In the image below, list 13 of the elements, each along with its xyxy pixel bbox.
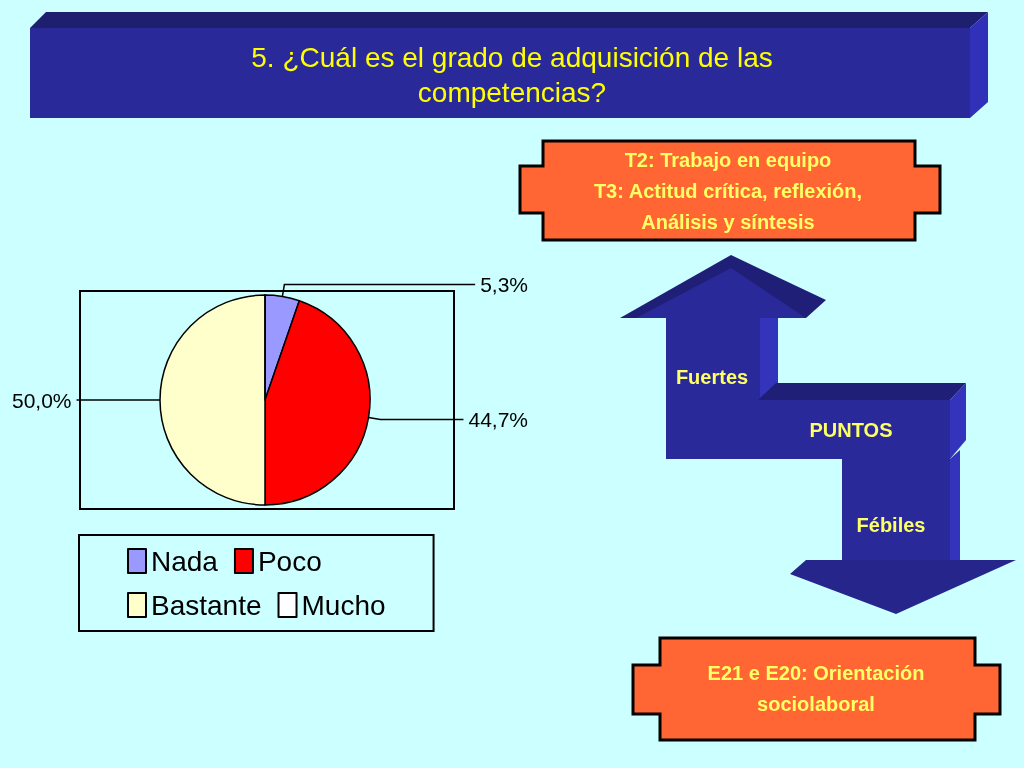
text: PUNTOS: [809, 417, 893, 443]
data-label: 5,3%: [480, 273, 528, 297]
legend-label: Mucho: [301, 589, 386, 621]
chart-title: 5. ¿Cuál es el grado de adquisición de las competencias?: [250, 41, 774, 110]
legend-label: Bastante: [151, 589, 262, 621]
data-label: 50,0%: [12, 388, 72, 412]
text: T2: Trabajo en equipo T3: Actitud crítica, reflexión, Análisis y síntesis: [593, 147, 863, 235]
text: Fébiles: [856, 512, 926, 538]
legend-label: Nada: [151, 545, 219, 577]
legend-label: Poco: [257, 545, 322, 577]
text: E21 e E20: Orientación sociolaboral: [707, 661, 925, 717]
data-label: 44,7%: [468, 407, 528, 431]
text: Fuertes: [675, 364, 749, 390]
